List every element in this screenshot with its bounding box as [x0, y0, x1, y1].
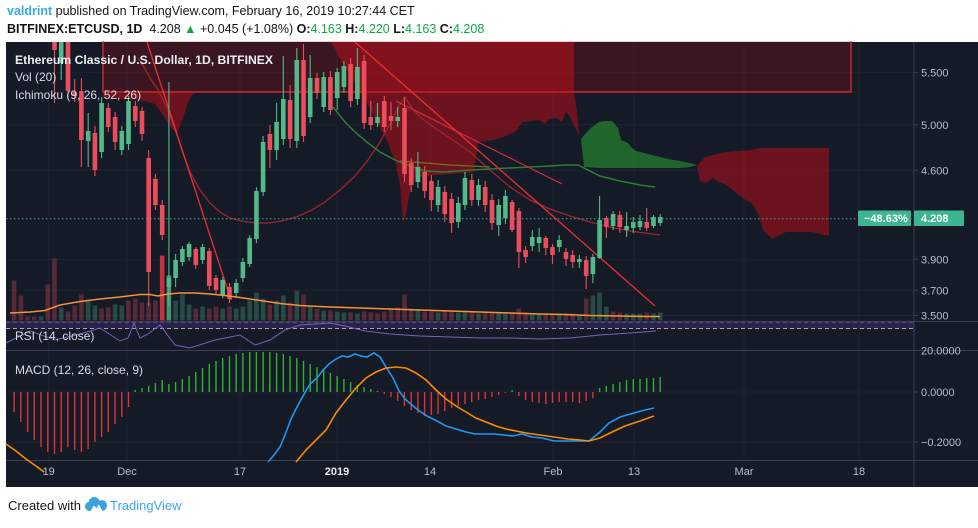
svg-text:Mar: Mar	[735, 466, 754, 478]
svg-text:13: 13	[628, 466, 640, 478]
svg-text:5.500: 5.500	[921, 68, 949, 80]
svg-text:3.900: 3.900	[921, 254, 949, 266]
svg-text:19: 19	[43, 466, 55, 478]
svg-text:20.0000: 20.0000	[921, 346, 961, 358]
svg-text:−0.2000: −0.2000	[921, 437, 961, 449]
svg-text:3.700: 3.700	[921, 285, 949, 297]
svg-text:Ethereum Classic / U.S. Dollar: Ethereum Classic / U.S. Dollar, 1D, BITF…	[15, 53, 274, 67]
svg-text:Ichimoku (9, 26, 52, 26): Ichimoku (9, 26, 52, 26)	[15, 88, 141, 102]
svg-text:17: 17	[234, 466, 246, 478]
svg-text:Vol (20): Vol (20)	[15, 70, 56, 84]
svg-text:RSI (14, close): RSI (14, close)	[15, 329, 94, 343]
svg-text:Feb: Feb	[544, 466, 563, 478]
svg-text:MACD (12, 26, close, 9): MACD (12, 26, close, 9)	[15, 363, 143, 377]
svg-text:14: 14	[424, 466, 436, 478]
svg-text:2019: 2019	[325, 466, 349, 478]
svg-text:4.208: 4.208	[921, 213, 949, 225]
svg-text:−48.63%: −48.63%	[864, 213, 908, 225]
svg-text:18: 18	[853, 466, 865, 478]
svg-text:4.600: 4.600	[921, 165, 949, 177]
svg-text:5.000: 5.000	[921, 120, 949, 132]
svg-text:Dec: Dec	[117, 466, 137, 478]
svg-text:0.0000: 0.0000	[921, 387, 955, 399]
svg-text:3.500: 3.500	[921, 311, 949, 323]
